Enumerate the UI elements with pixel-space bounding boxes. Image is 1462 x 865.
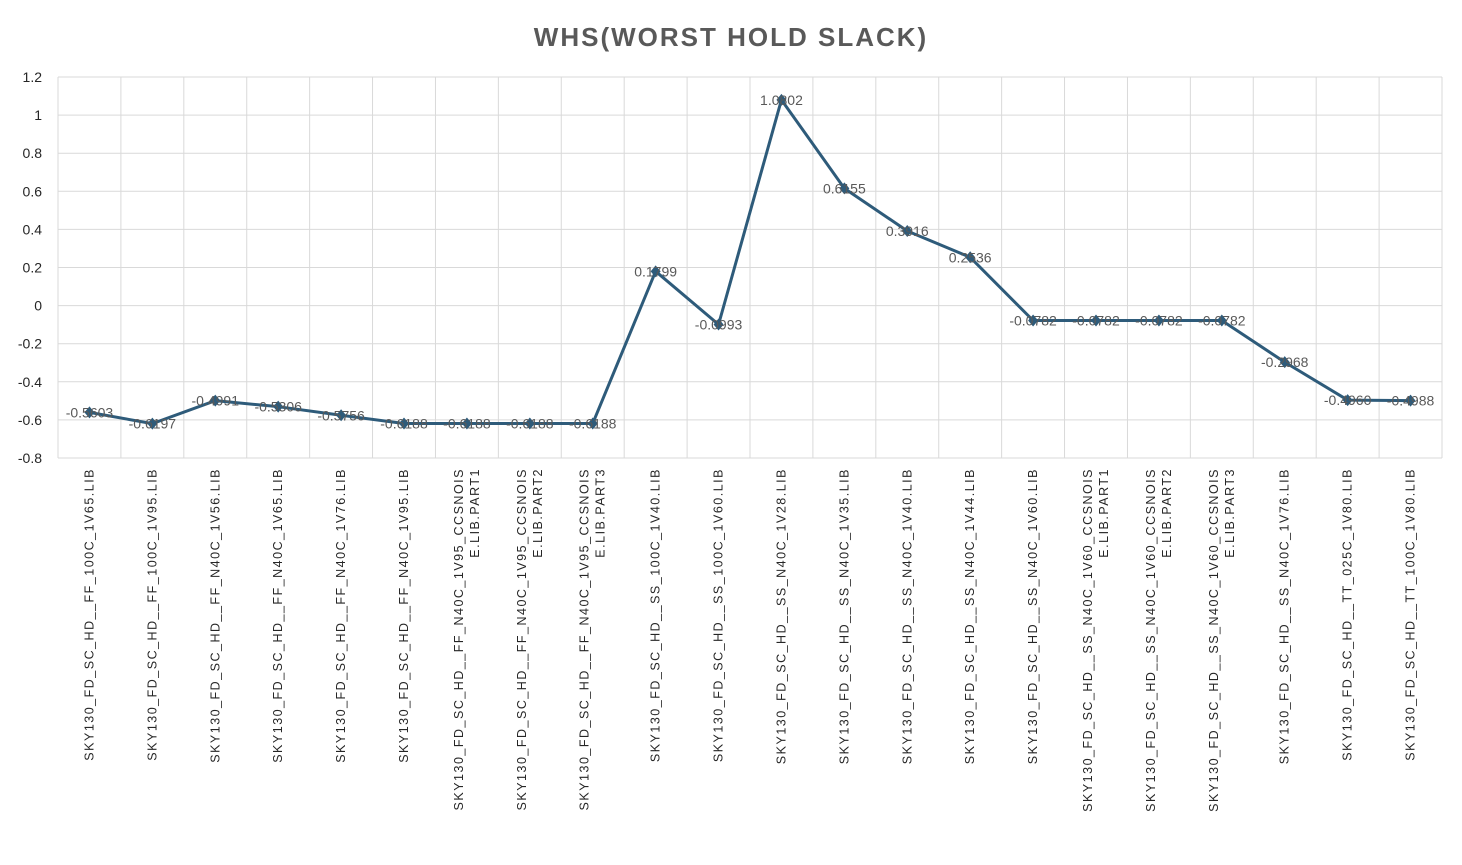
x-tick-label: SKY130_FD_SC_HD__SS_100C_1V60.LIB xyxy=(712,468,726,762)
x-axis-ticks: SKY130_FD_SC_HD__FF_100C_1V65.LIB SKY130_… xyxy=(82,468,1417,812)
x-tick-label: SKY130_FD_SC_HD__SS_N40C_1V60_CCSNOIS xyxy=(1207,468,1221,812)
x-tick-label: SKY130_FD_SC_HD__SS_N40C_1V60_CCSNOIS xyxy=(1081,468,1095,812)
chart-title: WHS(WORST HOLD SLACK) xyxy=(534,22,928,52)
y-tick-label: -0.2 xyxy=(18,336,42,352)
x-tick-label: E.LIB.PART3 xyxy=(594,468,608,558)
y-tick-label: -0.8 xyxy=(18,450,42,466)
data-point-marker xyxy=(650,265,661,278)
data-point-marker xyxy=(84,406,95,419)
data-label: 0.3916 xyxy=(886,223,929,239)
data-label: -0.6188 xyxy=(380,415,428,431)
data-label: 0.2536 xyxy=(949,249,992,265)
y-tick-label: -0.4 xyxy=(18,374,42,390)
x-tick-label: E.LIB.PART1 xyxy=(1097,468,1111,558)
data-label: -0.6188 xyxy=(443,415,491,431)
x-tick-label: SKY130_FD_SC_HD__SS_N40C_1V35.LIB xyxy=(837,468,851,764)
x-tick-label: SKY130_FD_SC_HD__FF_N40C_1V65.LIB xyxy=(271,468,285,763)
data-labels: -0.5603 -0.6197 -0.4991 -0.5306 -0.5756 -0.61… xyxy=(66,92,1435,432)
x-tick-label: SKY130_FD_SC_HD__SS_N40C_1V60.LIB xyxy=(1026,468,1040,764)
data-label: -0.0782 xyxy=(1135,312,1183,328)
x-tick-label: E.LIB.PART2 xyxy=(1160,468,1174,558)
series-layer xyxy=(84,93,1416,430)
data-point-marker xyxy=(1405,394,1416,407)
data-point-marker xyxy=(210,394,221,407)
y-tick-label: 0 xyxy=(34,298,42,314)
x-tick-label: SKY130_FD_SC_HD__SS_N40C_1V60_CCSNOIS xyxy=(1144,468,1158,812)
x-tick-label: SKY130_FD_SC_HD__SS_100C_1V40.LIB xyxy=(649,468,663,762)
data-point-marker xyxy=(1342,394,1353,407)
data-point-marker xyxy=(1153,314,1164,327)
series-line xyxy=(89,98,1411,426)
x-tick-label: SKY130_FD_SC_HD__FF_N40C_1V95_CCSNOIS xyxy=(578,468,592,810)
data-point-marker xyxy=(587,417,598,430)
data-point-marker xyxy=(965,251,976,264)
x-tick-label: E.LIB.PART3 xyxy=(1223,468,1237,558)
gridlines xyxy=(57,76,1443,459)
x-tick-label: E.LIB.PART1 xyxy=(468,468,482,558)
data-label: -0.0782 xyxy=(1072,312,1120,328)
y-tick-label: 0.4 xyxy=(23,221,43,237)
data-point-marker xyxy=(336,409,347,422)
data-point-marker xyxy=(1091,314,1101,327)
x-tick-label: SKY130_FD_SC_HD__FF_N40C_1V56.LIB xyxy=(208,468,222,763)
data-label: -0.4991 xyxy=(192,393,240,409)
data-point-marker xyxy=(776,93,787,106)
data-label: -0.4988 xyxy=(1387,393,1435,409)
y-tick-label: -0.6 xyxy=(18,412,42,428)
x-tick-label: SKY130_FD_SC_HD__TT_025C_1V80.LIB xyxy=(1341,468,1355,761)
data-label: -0.6197 xyxy=(129,416,177,432)
data-label: 0.6155 xyxy=(823,180,866,196)
x-tick-label: SKY130_FD_SC_HD__FF_N40C_1V95.LIB xyxy=(397,468,411,763)
data-label: -0.4960 xyxy=(1324,392,1372,408)
data-label: -0.6188 xyxy=(506,415,554,431)
data-label: 1.0802 xyxy=(760,92,803,108)
data-label: -0.0782 xyxy=(1198,312,1246,328)
y-tick-label: 1.2 xyxy=(23,69,43,85)
x-tick-label: SKY130_FD_SC_HD__FF_100C_1V95.LIB xyxy=(145,468,159,761)
x-tick-label: SKY130_FD_SC_HD__FF_N40C_1V95_CCSNOIS xyxy=(515,468,529,810)
x-tick-label: SKY130_FD_SC_HD__FF_N40C_1V76.LIB xyxy=(334,468,348,763)
data-label: -0.2968 xyxy=(1261,354,1309,370)
y-tick-label: 0.6 xyxy=(23,183,43,199)
y-tick-label: 0.8 xyxy=(23,145,43,161)
x-tick-label: SKY130_FD_SC_HD__FF_N40C_1V95_CCSNOIS xyxy=(452,468,466,810)
data-point-marker xyxy=(461,417,472,430)
y-tick-label: 1 xyxy=(34,107,42,123)
y-axis-ticks: 1.2 1 0.8 0.6 0.4 0.2 0 -0.2 -0.4 -0.6 -0.8 xyxy=(18,69,42,466)
data-label: -0.5603 xyxy=(66,404,114,420)
data-point-marker xyxy=(399,417,409,430)
data-point-marker xyxy=(839,182,850,195)
data-label: -0.5306 xyxy=(254,399,302,415)
data-point-marker xyxy=(524,417,535,430)
x-tick-label: SKY130_FD_SC_HD__SS_N40C_1V28.LIB xyxy=(774,468,788,764)
data-point-marker xyxy=(147,417,158,430)
x-tick-label: SKY130_FD_SC_HD__SS_N40C_1V40.LIB xyxy=(900,468,914,764)
data-label: -0.0993 xyxy=(695,317,743,333)
data-point-marker xyxy=(713,318,724,331)
data-point-marker xyxy=(1028,314,1039,327)
data-point-marker xyxy=(1279,356,1290,369)
y-tick-label: 0.2 xyxy=(23,260,43,276)
data-point-marker xyxy=(273,400,284,413)
data-point-marker xyxy=(902,225,913,238)
data-label: -0.6188 xyxy=(569,415,617,431)
x-tick-label: SKY130_FD_SC_HD__TT_100C_1V80.LIB xyxy=(1404,468,1418,761)
x-tick-label: SKY130_FD_SC_HD__SS_N40C_1V44.LIB xyxy=(963,468,977,764)
data-label: -0.5756 xyxy=(317,407,365,423)
x-tick-label: SKY130_FD_SC_HD__FF_100C_1V65.LIB xyxy=(82,468,96,761)
data-point-marker xyxy=(1216,314,1227,327)
x-tick-label: SKY130_FD_SC_HD__SS_N40C_1V76.LIB xyxy=(1278,468,1292,764)
data-label: 0.1799 xyxy=(634,263,677,279)
x-tick-label: E.LIB.PART2 xyxy=(531,468,545,558)
data-label: -0.0782 xyxy=(1009,312,1057,328)
